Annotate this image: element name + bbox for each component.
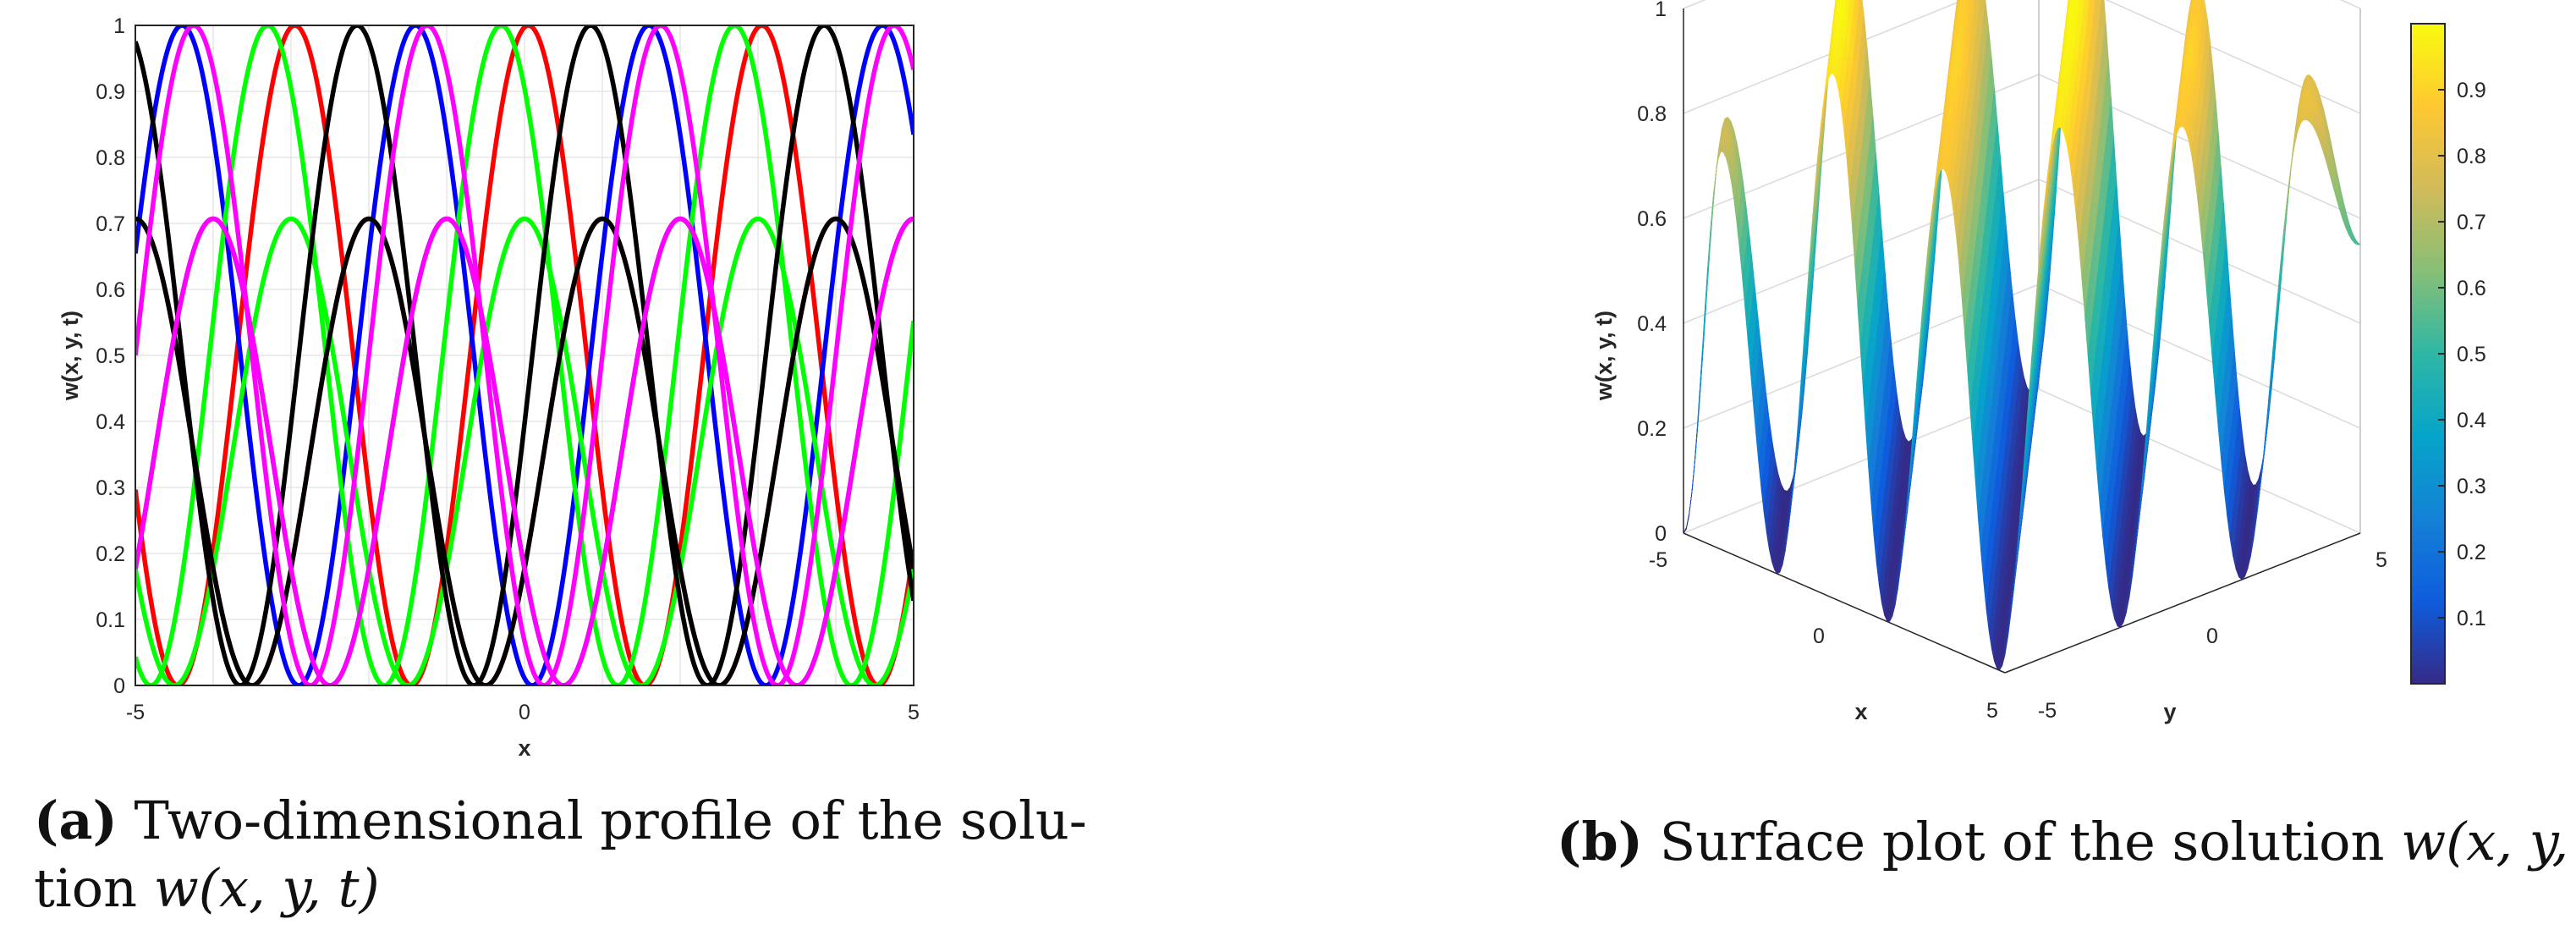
x-tick-label: -5 bbox=[1649, 548, 1667, 572]
x-tick-label: 5 bbox=[908, 701, 920, 724]
x-axis-label: x bbox=[1854, 699, 1867, 724]
series-line bbox=[135, 216, 914, 685]
z-tick-label: 0.8 bbox=[1637, 102, 1667, 126]
y-tick-label: 0.1 bbox=[96, 608, 125, 632]
x-tick-label: -5 bbox=[126, 701, 145, 724]
series-line bbox=[135, 25, 914, 685]
y-tick-label: 0.5 bbox=[96, 344, 125, 368]
y-axis-label: w(x, y, t) bbox=[58, 311, 83, 401]
axes-box bbox=[135, 25, 915, 686]
x-tick-label: 0 bbox=[1813, 625, 1825, 648]
y-tick-label: 0.7 bbox=[96, 212, 125, 236]
y-tick-label: 0.6 bbox=[96, 278, 125, 302]
colorbar-tick-label: 0.4 bbox=[2457, 409, 2486, 432]
y-tick-label: 1 bbox=[113, 14, 125, 38]
colorbar-tick-label: 0.2 bbox=[2457, 541, 2486, 564]
x-tick-label: 5 bbox=[1986, 699, 1998, 723]
3d-axes-box bbox=[1683, 0, 2361, 674]
y-tick-label: 0.4 bbox=[96, 410, 125, 434]
z-tick-label: 0.6 bbox=[1637, 207, 1667, 231]
x-axis-label: x bbox=[518, 735, 530, 761]
x-axis-line bbox=[1683, 532, 2006, 674]
y-tick-label: 0.3 bbox=[96, 476, 125, 500]
colorbar-tick-label: 0.5 bbox=[2457, 343, 2486, 366]
caption-a-text-2: tion bbox=[34, 857, 154, 919]
y-axis-line bbox=[2004, 532, 2361, 674]
caption-a: (a) Two-dimensional profile of the solu-… bbox=[34, 787, 1087, 922]
caption-a-text-1: Two-dimensional profile of the solu- bbox=[117, 790, 1087, 851]
caption-a-tag: (a) bbox=[34, 790, 118, 851]
caption-b-math: w(x, y, t) bbox=[2401, 811, 2576, 872]
y-tick-label: 0 bbox=[113, 674, 125, 698]
series-line bbox=[135, 25, 914, 685]
y-axis-label: y bbox=[2163, 699, 2176, 724]
z-tick-label: 0.4 bbox=[1637, 312, 1667, 336]
z-tick-label: 0 bbox=[1655, 522, 1667, 546]
x-tick-label: 0 bbox=[519, 701, 530, 724]
caption-a-math: w(x, y, t) bbox=[153, 857, 380, 919]
surface-chart-panel: 00.20.40.60.81-505 -505 x y w(x, y, t) 0.… bbox=[1591, 0, 2486, 724]
y-tick-label: 0.2 bbox=[96, 542, 125, 566]
z-tick-label: 0.2 bbox=[1637, 417, 1667, 441]
series-line bbox=[135, 25, 914, 685]
colorbar-tick-label: 0.9 bbox=[2457, 79, 2486, 102]
y-tick-label: 5 bbox=[2376, 548, 2387, 572]
tick-labels: 00.10.20.30.40.50.60.70.80.91-5 0 5 bbox=[96, 14, 920, 724]
series-line bbox=[135, 216, 914, 685]
y-tick-label: 0 bbox=[2206, 625, 2218, 648]
colorbar-tick-label: 0.1 bbox=[2457, 607, 2486, 630]
y-tick-label: -5 bbox=[2038, 699, 2057, 723]
colorbar-tick-label: 0.3 bbox=[2457, 475, 2486, 498]
y-tick-label: 0.8 bbox=[96, 146, 125, 170]
colorbar-tick-label: 0.8 bbox=[2457, 145, 2486, 168]
colorbar-tick-label: 0.6 bbox=[2457, 277, 2486, 300]
z-axis-label: w(x, y, t) bbox=[1591, 311, 1617, 401]
caption-b: (b) Surface plot of the solution w(x, y,… bbox=[1557, 808, 2576, 876]
series-line bbox=[135, 25, 914, 685]
caption-b-tag: (b) bbox=[1557, 811, 1644, 872]
caption-b-text-1: Surface plot of the solution bbox=[1643, 811, 2402, 872]
data-lines bbox=[135, 25, 914, 685]
surface bbox=[1683, 0, 2361, 671]
y-tick-label: 0.9 bbox=[96, 80, 125, 104]
line-chart-panel: 00.10.20.30.40.50.60.70.80.91-5 0 5 x w(x,… bbox=[58, 14, 920, 761]
z-tick-label: 1 bbox=[1655, 0, 1667, 21]
colorbar-tick-label: 0.7 bbox=[2457, 211, 2486, 234]
